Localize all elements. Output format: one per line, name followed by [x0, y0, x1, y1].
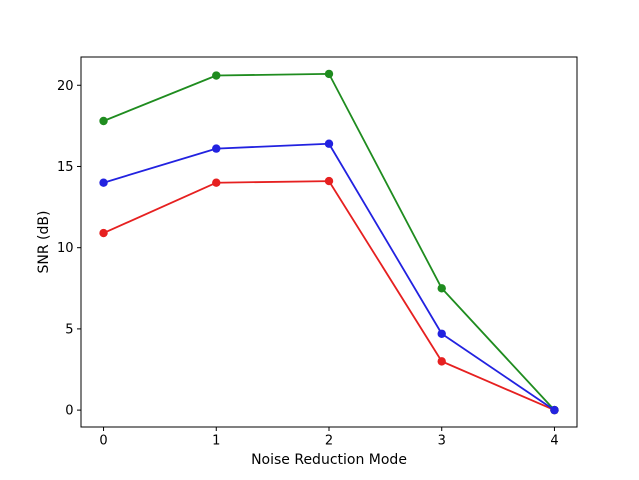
green-series-point — [212, 71, 221, 80]
x-axis-label: Noise Reduction Mode — [251, 452, 407, 468]
red-series-point — [99, 228, 108, 238]
blue-series-point — [324, 139, 334, 148]
green-series-line — [103, 72, 556, 411]
y-tick-label: 15 — [57, 160, 74, 175]
red-series-point — [212, 178, 221, 187]
x-tick-label: 4 — [550, 434, 558, 449]
green-series-point — [437, 284, 446, 293]
blue-series-point — [212, 144, 221, 153]
green-series-point — [324, 69, 334, 79]
x-tick-label: 2 — [325, 434, 333, 449]
y-tick-label: 10 — [57, 241, 74, 256]
green-series-point — [99, 116, 108, 126]
y-tick-label: 20 — [57, 79, 74, 94]
blue-series-point — [437, 329, 446, 338]
x-tick-label: 1 — [212, 434, 220, 449]
y-tick-label: 5 — [65, 322, 73, 337]
blue-series-point — [550, 405, 559, 415]
y-axis-label: SNR (dB) — [36, 210, 52, 274]
y-tick-label: 0 — [65, 404, 73, 419]
red-series-point — [437, 357, 446, 366]
x-tick-label: 0 — [99, 434, 107, 449]
x-tick-label: 3 — [438, 434, 446, 449]
red-series-line — [103, 180, 555, 411]
blue-series-point — [99, 178, 108, 187]
red-series-point — [324, 176, 334, 186]
plot-area-border — [80, 56, 578, 428]
